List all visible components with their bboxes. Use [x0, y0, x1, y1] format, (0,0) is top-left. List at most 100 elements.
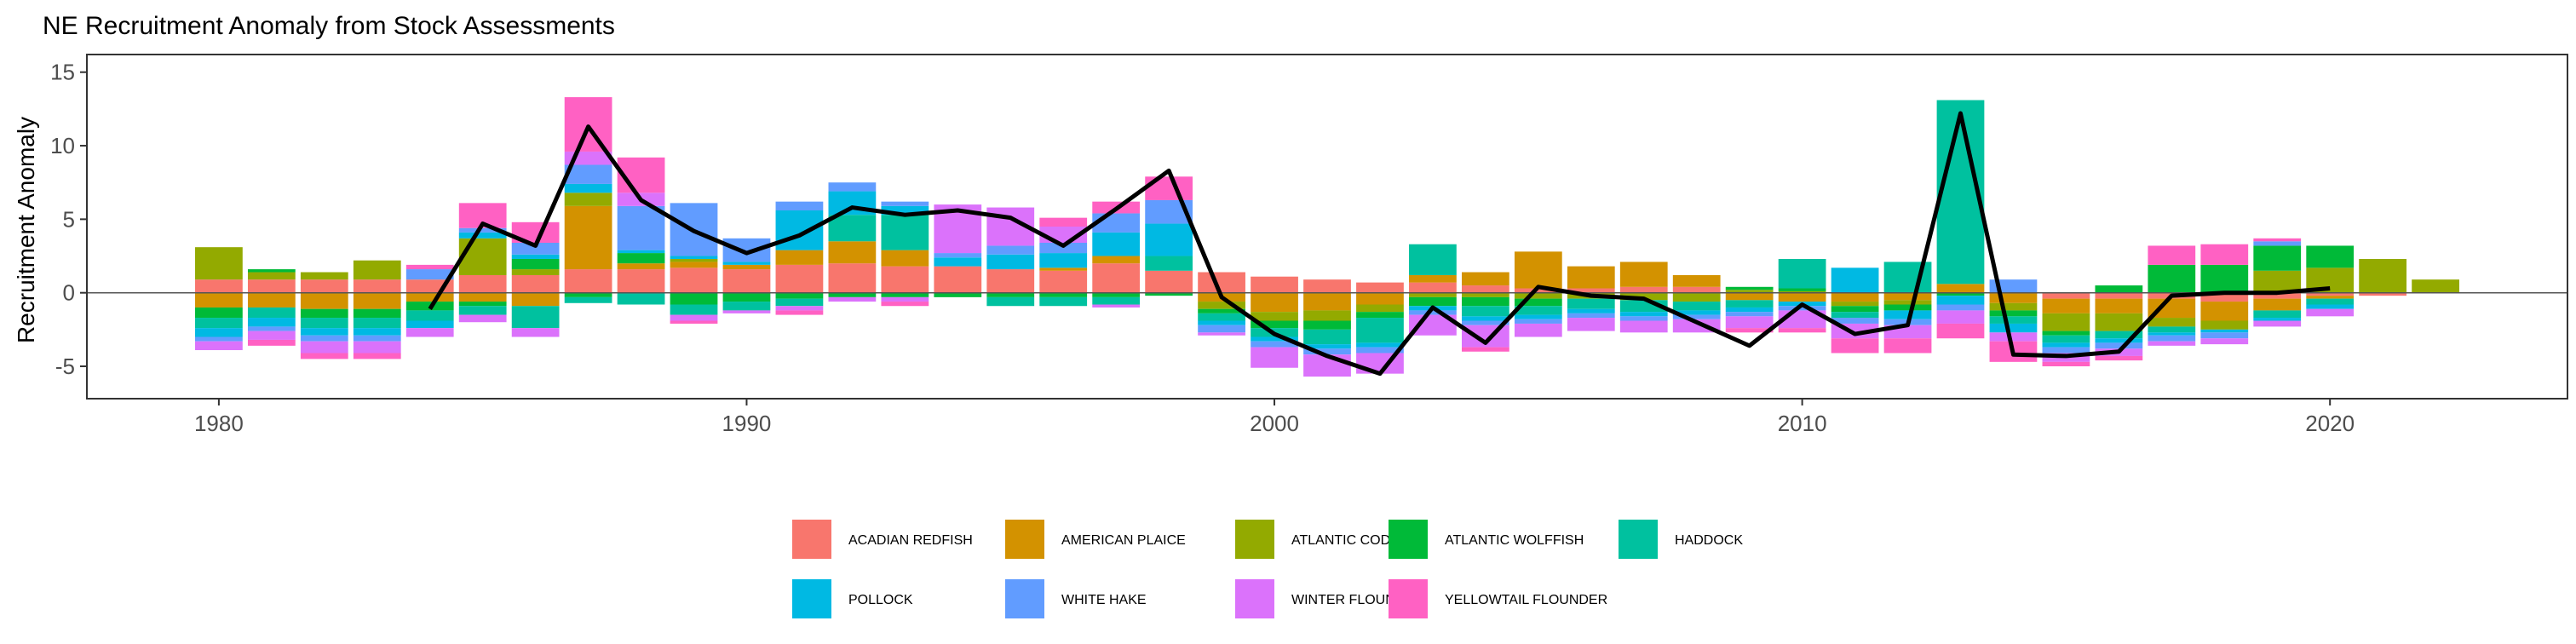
bar-segment — [1198, 320, 1245, 325]
bar-segment — [2253, 241, 2302, 246]
bar-segment — [247, 279, 296, 293]
bar-segment — [1198, 272, 1245, 293]
bar-segment — [1092, 256, 1141, 264]
bar-segment — [1619, 286, 1668, 293]
legend-key — [1389, 520, 1428, 559]
bar-segment — [353, 328, 401, 336]
bar-segment — [1936, 284, 1985, 293]
bar-segment — [1831, 292, 1879, 302]
bar-segment — [1251, 336, 1298, 342]
legend: ACADIAN REDFISH AMERICAN PLAICE ATLANTIC C… — [792, 520, 1743, 618]
bar-segment — [1567, 313, 1615, 319]
bar-segment — [458, 306, 507, 315]
bar-segment — [300, 328, 348, 336]
bar-segment — [986, 292, 1035, 297]
legend-key — [1235, 520, 1274, 559]
bar-segment — [1145, 270, 1193, 293]
legend-key — [1619, 520, 1658, 559]
bar-segment — [2042, 347, 2090, 354]
bar-segment — [1251, 341, 1298, 348]
bar-segment — [617, 269, 665, 293]
legend-key — [1005, 520, 1044, 559]
bar-segment — [1619, 312, 1668, 317]
bar-segment — [1989, 316, 2038, 324]
bar-segment — [1831, 302, 1879, 307]
bar-segment — [934, 257, 982, 267]
bar-segment — [511, 258, 560, 270]
bar-segment — [511, 274, 560, 293]
bar-segment — [2095, 342, 2143, 349]
bar-segment — [353, 260, 401, 280]
bar-segment — [1831, 338, 1879, 354]
bar-segment — [195, 318, 243, 329]
bar-segment — [195, 247, 243, 280]
x-tick-label: 2000 — [1250, 411, 1299, 436]
bar-segment — [2306, 298, 2355, 305]
bar-segment — [1831, 306, 1879, 313]
legend-key — [792, 520, 831, 559]
bar-segment — [2306, 304, 2355, 309]
bar-segment — [1145, 256, 1193, 271]
bar-segment — [1883, 292, 1932, 301]
bar-segment — [2359, 292, 2407, 296]
bar-segment — [1039, 253, 1088, 268]
bar-segment — [1936, 296, 1985, 305]
bar-segment — [775, 250, 824, 265]
legend-label: ATLANTIC COD — [1291, 533, 1390, 548]
bar-segment — [1092, 296, 1141, 305]
bar-segment — [1725, 286, 1774, 290]
bar-segment — [458, 274, 507, 293]
bar-segment — [300, 279, 348, 293]
bar-segment — [2306, 245, 2355, 268]
bar-segment — [405, 292, 454, 302]
x-tick-label: 2010 — [1778, 411, 1827, 436]
bar-segment — [564, 296, 612, 303]
legend-label: YELLOWTAIL FLOUNDER — [1445, 593, 1607, 607]
bar-segment — [722, 264, 771, 270]
bar-segment — [353, 279, 401, 293]
bar-segment — [353, 292, 401, 309]
bar-segment — [405, 320, 454, 329]
bar-segment — [405, 328, 454, 337]
bar-segment — [1356, 292, 1404, 305]
bar-segment — [2253, 238, 2302, 242]
bar-segment — [1725, 290, 1774, 293]
bar-segment — [2148, 326, 2196, 333]
bar-segment — [1936, 310, 1985, 324]
bar-segment — [1461, 316, 1509, 321]
bar-segment — [1409, 296, 1457, 307]
bar-segment — [617, 250, 665, 254]
x-tick-label: 2020 — [2305, 411, 2355, 436]
bar-segment — [1461, 292, 1509, 297]
bar-segment — [1514, 319, 1562, 324]
legend-label: ATLANTIC WOLFFISH — [1445, 533, 1584, 548]
bar-segment — [458, 227, 507, 233]
bar-segment — [511, 306, 560, 329]
bar-segment — [986, 254, 1035, 270]
bar-segment — [1303, 348, 1351, 355]
bar-segment — [2095, 338, 2143, 343]
bar-segment — [2359, 258, 2407, 293]
bar-segment — [1672, 292, 1721, 302]
bar-segment — [300, 272, 348, 280]
bar-segment — [1303, 329, 1351, 345]
bar-segment — [1145, 176, 1193, 200]
bar-segment — [2042, 335, 2090, 343]
bar-segment — [2200, 302, 2249, 321]
bar-segment — [564, 292, 612, 297]
bar-segment — [775, 306, 824, 311]
bar-segment — [1461, 306, 1509, 317]
bar-segment — [247, 318, 296, 327]
y-tick-label: -5 — [55, 354, 75, 379]
bar-segment — [986, 269, 1035, 293]
bar-segment — [2200, 320, 2249, 330]
bar-segment — [1039, 292, 1088, 297]
bar-segment — [1198, 308, 1245, 313]
bar-segment — [1989, 310, 2038, 317]
bar-segment — [1672, 302, 1721, 311]
bar-segment — [2148, 298, 2196, 319]
bar-segment — [881, 250, 929, 267]
plot-panel-border — [86, 54, 2568, 400]
bar-segment — [1409, 310, 1457, 315]
